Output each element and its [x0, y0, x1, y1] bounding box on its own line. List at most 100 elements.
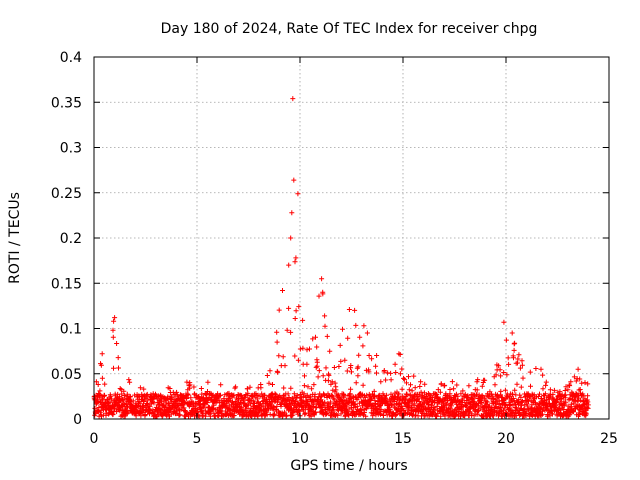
- data-point: [505, 355, 511, 361]
- data-point: [285, 391, 291, 397]
- data-point: [323, 365, 329, 371]
- data-point: [369, 356, 375, 362]
- data-point: [518, 384, 524, 390]
- data-point: [563, 392, 569, 398]
- data-point: [246, 397, 252, 403]
- data-point: [464, 403, 470, 409]
- data-point: [95, 399, 101, 405]
- data-point: [366, 353, 372, 358]
- data-point: [295, 191, 301, 197]
- data-point: [158, 406, 164, 412]
- data-point: [217, 407, 223, 413]
- data-point: [292, 316, 298, 321]
- data-point: [239, 393, 245, 399]
- data-point: [585, 381, 591, 387]
- data-point: [399, 366, 405, 372]
- data-point: [554, 396, 560, 402]
- data-point: [412, 385, 418, 391]
- data-point: [551, 387, 557, 393]
- data-point: [127, 379, 133, 385]
- data-point: [571, 374, 577, 380]
- data-point: [585, 402, 591, 408]
- data-point: [352, 307, 358, 313]
- data-point: [270, 382, 275, 387]
- data-point: [527, 369, 533, 375]
- data-point: [493, 396, 499, 402]
- data-point: [449, 379, 455, 385]
- data-point: [300, 345, 306, 351]
- data-point: [492, 382, 498, 388]
- data-point: [399, 386, 405, 392]
- data-point: [327, 348, 333, 354]
- data-point: [276, 353, 282, 359]
- data-point: [199, 391, 205, 397]
- data-point: [280, 354, 286, 360]
- data-point: [111, 318, 117, 324]
- data-point: [108, 393, 114, 399]
- data-point: [341, 392, 347, 398]
- data-point: [514, 405, 520, 411]
- data-point: [481, 395, 487, 401]
- data-point: [442, 382, 448, 388]
- data-point: [169, 395, 175, 401]
- data-point: [168, 411, 174, 417]
- data-point: [335, 412, 341, 418]
- data-point: [392, 361, 398, 367]
- data-point: [353, 380, 359, 386]
- data-point: [525, 403, 531, 409]
- data-point: [434, 403, 440, 409]
- data-point: [518, 394, 524, 400]
- data-point: [325, 378, 331, 384]
- data-point: [520, 398, 525, 404]
- data-point: [182, 400, 188, 406]
- data-point: [296, 304, 302, 310]
- data-point: [528, 383, 533, 389]
- data-point: [575, 366, 581, 372]
- data-point: [258, 385, 264, 391]
- data-point: [361, 410, 367, 415]
- data-point: [464, 401, 470, 407]
- data-point: [537, 391, 542, 397]
- y-tick-label: 0.3: [60, 141, 82, 157]
- data-point: [490, 413, 496, 419]
- data-point: [289, 210, 295, 216]
- data-point: [286, 305, 292, 311]
- data-point: [378, 379, 384, 385]
- data-point: [198, 386, 204, 391]
- data-point: [582, 380, 588, 386]
- data-point: [233, 384, 239, 390]
- data-point: [533, 366, 539, 371]
- data-point: [337, 342, 343, 348]
- data-point: [540, 386, 546, 392]
- data-point: [312, 391, 318, 397]
- data-point: [479, 383, 485, 389]
- data-point: [125, 404, 130, 410]
- y-axis-label: ROTI / TECUs: [7, 192, 23, 284]
- data-point: [110, 327, 116, 333]
- data-point: [295, 357, 301, 363]
- data-point: [361, 323, 367, 329]
- data-point: [417, 384, 423, 389]
- data-point: [406, 387, 412, 393]
- data-point: [191, 384, 197, 390]
- data-point: [448, 405, 454, 411]
- data-point: [345, 335, 351, 341]
- plot-border: [93, 56, 610, 420]
- data-point: [448, 403, 454, 409]
- data-point: [567, 383, 573, 389]
- data-point: [576, 412, 582, 417]
- data-point: [535, 394, 541, 399]
- data-point: [550, 391, 556, 397]
- data-point: [305, 384, 311, 390]
- data-point: [99, 375, 105, 381]
- data-point: [230, 393, 236, 399]
- data-point: [278, 403, 284, 409]
- data-point: [510, 391, 516, 397]
- grid-lines: [94, 57, 609, 419]
- data-point: [300, 393, 306, 399]
- data-point: [374, 370, 379, 376]
- data-point: [447, 387, 453, 392]
- data-point: [519, 362, 525, 368]
- data-point: [374, 353, 380, 358]
- data-point: [99, 351, 105, 357]
